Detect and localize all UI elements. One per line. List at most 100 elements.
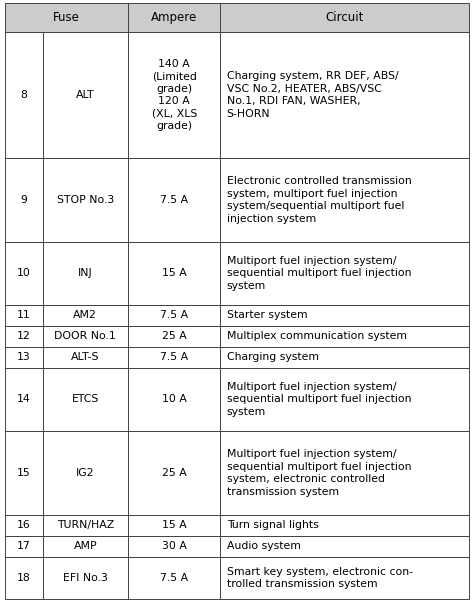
Bar: [220, 32, 469, 158]
Bar: [220, 515, 469, 536]
Bar: [43, 326, 128, 347]
Bar: [220, 158, 469, 242]
Text: Multiplex communication system: Multiplex communication system: [227, 332, 407, 341]
Bar: [128, 347, 220, 368]
Text: Ampere: Ampere: [151, 11, 197, 24]
Bar: [43, 326, 128, 347]
Text: 17: 17: [17, 541, 31, 551]
Text: 7.5 A: 7.5 A: [160, 352, 188, 362]
Text: Audio system: Audio system: [227, 541, 301, 551]
Text: 13: 13: [17, 352, 31, 362]
Bar: [5, 536, 43, 557]
Bar: [5, 368, 43, 431]
Bar: [43, 368, 128, 431]
Bar: [128, 326, 220, 347]
Text: IG2: IG2: [76, 468, 95, 478]
Text: ETCS: ETCS: [72, 394, 99, 405]
Bar: [5, 158, 43, 242]
Bar: [5, 557, 43, 599]
Bar: [220, 3, 469, 32]
Bar: [128, 368, 220, 431]
Bar: [220, 32, 469, 158]
Text: Smart key system, electronic con-
trolled transmission system: Smart key system, electronic con- trolle…: [227, 567, 412, 589]
Bar: [43, 536, 128, 557]
Text: Starter system: Starter system: [227, 311, 307, 320]
Bar: [43, 305, 128, 326]
Bar: [128, 557, 220, 599]
Text: ALT-S: ALT-S: [71, 352, 100, 362]
Bar: [43, 515, 128, 536]
Bar: [220, 557, 469, 599]
Bar: [5, 515, 43, 536]
Text: 18: 18: [17, 573, 31, 583]
Bar: [5, 305, 43, 326]
Bar: [128, 158, 220, 242]
Bar: [128, 536, 220, 557]
Bar: [128, 305, 220, 326]
Bar: [5, 158, 43, 242]
Bar: [220, 326, 469, 347]
Text: Electronic controlled transmission
system, multiport fuel injection
system/seque: Electronic controlled transmission syste…: [227, 176, 411, 223]
Bar: [128, 536, 220, 557]
Text: Fuse: Fuse: [53, 11, 80, 24]
Bar: [43, 305, 128, 326]
Text: Charging system, RR DEF, ABS/
VSC No.2, HEATER, ABS/VSC
No.1, RDI FAN, WASHER,
S: Charging system, RR DEF, ABS/ VSC No.2, …: [227, 71, 398, 119]
Bar: [43, 242, 128, 305]
Bar: [43, 515, 128, 536]
Bar: [5, 431, 43, 515]
Bar: [43, 347, 128, 368]
Bar: [128, 368, 220, 431]
Bar: [128, 326, 220, 347]
Bar: [128, 158, 220, 242]
Text: 15 A: 15 A: [162, 521, 187, 530]
Bar: [220, 347, 469, 368]
Text: 11: 11: [17, 311, 31, 320]
Bar: [220, 368, 469, 431]
Bar: [5, 536, 43, 557]
Bar: [43, 32, 128, 158]
Bar: [43, 431, 128, 515]
Text: 7.5 A: 7.5 A: [160, 195, 188, 205]
Bar: [220, 431, 469, 515]
Bar: [43, 242, 128, 305]
Text: 7.5 A: 7.5 A: [160, 311, 188, 320]
Text: 140 A
(Limited
grade)
120 A
(XL, XLS
grade): 140 A (Limited grade) 120 A (XL, XLS gra…: [152, 59, 197, 131]
Bar: [43, 158, 128, 242]
Bar: [5, 368, 43, 431]
Bar: [5, 242, 43, 305]
Text: Charging system: Charging system: [227, 352, 319, 362]
Bar: [43, 158, 128, 242]
Text: 7.5 A: 7.5 A: [160, 573, 188, 583]
Bar: [128, 515, 220, 536]
Bar: [220, 557, 469, 599]
Bar: [128, 32, 220, 158]
Bar: [220, 536, 469, 557]
Text: 25 A: 25 A: [162, 332, 187, 341]
Bar: [5, 347, 43, 368]
Bar: [220, 3, 469, 32]
Bar: [220, 242, 469, 305]
Bar: [5, 32, 43, 158]
Text: 30 A: 30 A: [162, 541, 187, 551]
Bar: [5, 326, 43, 347]
Bar: [43, 368, 128, 431]
Bar: [128, 431, 220, 515]
Bar: [220, 515, 469, 536]
Bar: [128, 557, 220, 599]
Bar: [5, 347, 43, 368]
Text: 25 A: 25 A: [162, 468, 187, 478]
Bar: [128, 3, 220, 32]
Text: 10 A: 10 A: [162, 394, 187, 405]
Text: TURN/HAZ: TURN/HAZ: [57, 521, 114, 530]
Text: 9: 9: [20, 195, 27, 205]
Text: ALT: ALT: [76, 90, 95, 100]
Bar: [5, 3, 128, 32]
Bar: [128, 3, 220, 32]
Bar: [220, 305, 469, 326]
Bar: [220, 347, 469, 368]
Text: Turn signal lights: Turn signal lights: [227, 521, 319, 530]
Bar: [128, 242, 220, 305]
Bar: [5, 32, 43, 158]
Bar: [5, 326, 43, 347]
Text: 8: 8: [20, 90, 27, 100]
